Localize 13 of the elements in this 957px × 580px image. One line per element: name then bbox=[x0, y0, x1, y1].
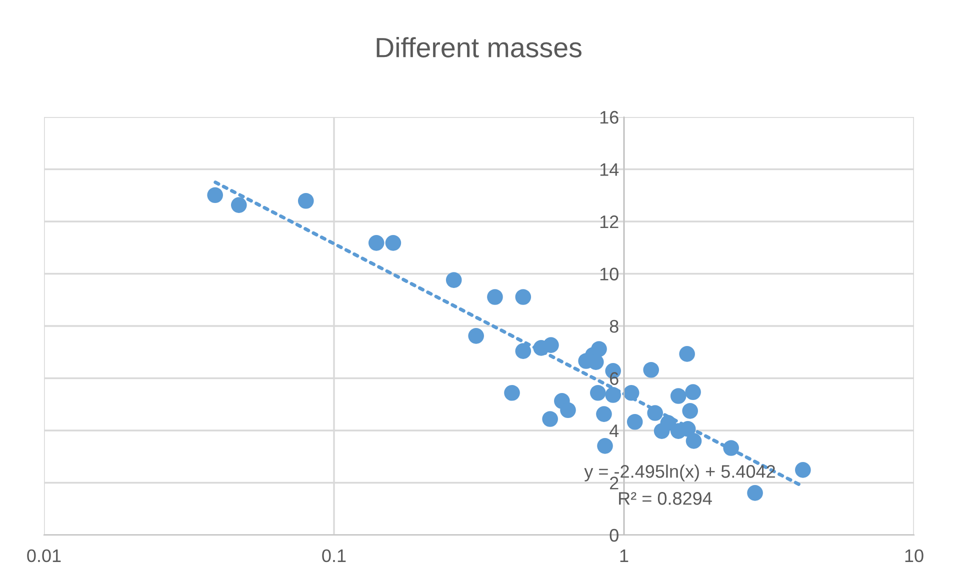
y-tick-label: 0 bbox=[610, 528, 618, 542]
x-tick-label: 0.1 bbox=[322, 549, 346, 562]
x-tick-label: 1 bbox=[620, 550, 628, 562]
annotation: R² = 0.8294 bbox=[619, 492, 712, 505]
y-tick-label: 16 bbox=[600, 110, 618, 124]
y-tick-label: 4 bbox=[610, 424, 619, 438]
y-tick-label: 8 bbox=[610, 320, 618, 333]
y-tick-label: 12 bbox=[600, 215, 618, 228]
y-tick-label: 10 bbox=[600, 268, 618, 280]
y-tick-label: 14 bbox=[600, 163, 619, 176]
x-tick-label: 10 bbox=[905, 549, 924, 562]
x-tick-label: 0.01 bbox=[27, 549, 61, 562]
chart-title: Different masses bbox=[376, 37, 582, 58]
